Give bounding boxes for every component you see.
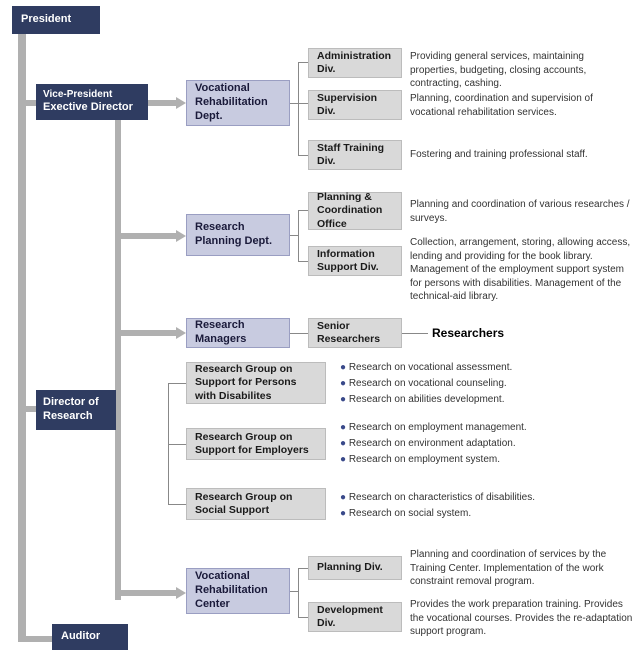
connector	[168, 444, 186, 445]
connector	[298, 103, 308, 104]
connector	[26, 636, 54, 642]
node-vp: Vice-President Exective Director	[36, 84, 148, 120]
desc-development-div: Provides the work preparation training. …	[410, 598, 636, 639]
node-research-planning-dept: Research Planning Dept.	[186, 214, 290, 256]
org-chart-canvas: President Vice-President Exective Direct…	[0, 0, 640, 660]
node-supervision-div: Supervision Div.	[308, 90, 402, 120]
connector	[298, 261, 308, 262]
node-rg-social: Research Group on Social Support	[186, 488, 326, 520]
desc-supervision-div: Planning, coordination and supervision o…	[410, 92, 630, 119]
arrowhead	[176, 587, 186, 599]
arrowhead	[176, 327, 186, 339]
node-admin-div: Administration Div.	[308, 48, 402, 78]
connector	[298, 210, 308, 211]
connector	[121, 233, 176, 239]
connector	[168, 504, 186, 505]
connector	[298, 568, 308, 569]
connector	[298, 568, 299, 618]
node-rg-employers: Research Group on Support for Employers	[186, 428, 326, 460]
node-senior-researchers: Senior Researchers	[308, 318, 402, 348]
node-auditor: Auditor	[52, 624, 128, 650]
connector	[290, 591, 298, 592]
bullets-rg-persons: Research on vocational assessment. Resea…	[340, 360, 512, 408]
connector	[290, 235, 298, 236]
node-voc-rehab-dept: Vocational Rehabilitation Dept.	[186, 80, 290, 126]
connector	[148, 100, 176, 106]
node-president: President	[12, 6, 100, 34]
desc-planning-coord: Planning and coordination of various res…	[410, 198, 630, 225]
node-research-managers: Research Managers	[186, 318, 290, 348]
node-voc-rehab-center: Vocational Rehabilitation Center	[186, 568, 290, 614]
connector	[290, 103, 298, 104]
connector	[298, 62, 308, 63]
node-development-div: Development Div.	[308, 602, 402, 632]
node-info-support: Information Support Div.	[308, 246, 402, 276]
arrowhead	[176, 97, 186, 109]
bullets-rg-social: Research on characteristics of disabilit…	[340, 490, 535, 522]
node-staff-training-div: Staff Training Div.	[308, 140, 402, 170]
connector	[115, 120, 121, 600]
connector	[402, 333, 428, 334]
node-director-research: Director of Research	[36, 390, 116, 430]
desc-planning-div: Planning and coordination of services by…	[410, 548, 636, 589]
connector	[298, 62, 299, 156]
node-rg-persons: Research Group on Support for Persons wi…	[186, 362, 326, 404]
desc-info-support: Collection, arrangement, storing, allowi…	[410, 236, 634, 304]
connector	[121, 330, 176, 336]
connector	[18, 30, 26, 642]
connector	[298, 210, 299, 262]
node-researchers: Researchers	[432, 325, 504, 341]
connector	[298, 617, 308, 618]
node-planning-div: Planning Div.	[308, 556, 402, 580]
connector	[168, 383, 186, 384]
connector	[298, 155, 308, 156]
desc-admin-div: Providing general services, maintaining …	[410, 50, 630, 91]
desc-staff-training-div: Fostering and training professional staf…	[410, 148, 630, 162]
connector	[290, 333, 308, 334]
arrowhead	[176, 230, 186, 242]
connector	[121, 590, 176, 596]
node-planning-coord: Planning & Coordination Office	[308, 192, 402, 230]
bullets-rg-employers: Research on employment management. Resea…	[340, 420, 527, 468]
